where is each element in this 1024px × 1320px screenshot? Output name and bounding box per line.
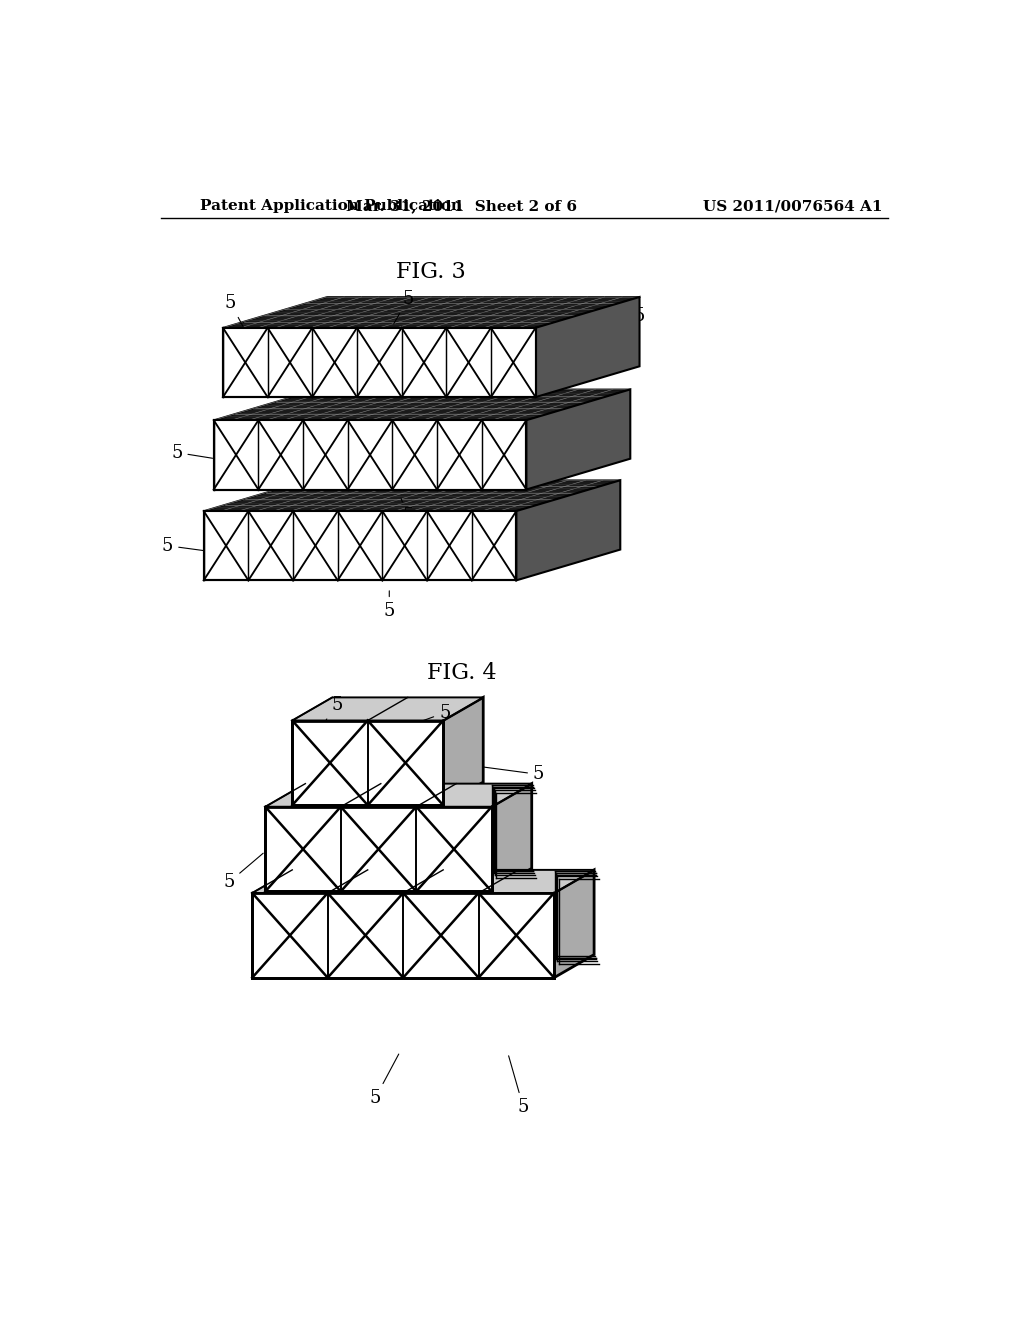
Polygon shape: [516, 480, 621, 581]
Text: 5: 5: [394, 290, 414, 323]
Text: FIG. 3: FIG. 3: [396, 261, 466, 284]
Text: 5: 5: [401, 498, 414, 525]
Polygon shape: [204, 480, 621, 511]
Text: 5: 5: [483, 766, 545, 783]
Text: 5: 5: [327, 696, 343, 719]
Text: 5: 5: [225, 294, 244, 327]
Polygon shape: [214, 420, 526, 490]
Text: Patent Application Publication: Patent Application Publication: [200, 199, 462, 213]
Text: Mar. 31, 2011  Sheet 2 of 6: Mar. 31, 2011 Sheet 2 of 6: [346, 199, 578, 213]
Polygon shape: [292, 697, 483, 721]
Text: 5: 5: [162, 537, 205, 554]
Polygon shape: [223, 327, 536, 397]
Polygon shape: [536, 297, 640, 397]
Text: 5: 5: [384, 591, 395, 620]
Text: FIG. 4: FIG. 4: [427, 661, 497, 684]
Polygon shape: [526, 389, 631, 490]
Polygon shape: [492, 784, 531, 891]
Polygon shape: [214, 389, 631, 420]
Text: 5: 5: [588, 495, 620, 517]
Text: 5: 5: [509, 1056, 529, 1115]
Text: 5: 5: [171, 444, 213, 462]
Polygon shape: [265, 784, 531, 807]
Text: 5: 5: [610, 308, 644, 337]
Polygon shape: [204, 511, 516, 581]
Polygon shape: [554, 870, 594, 978]
Polygon shape: [252, 892, 554, 978]
Polygon shape: [252, 870, 594, 892]
Text: 5: 5: [370, 1055, 398, 1106]
Text: 5: 5: [409, 704, 451, 726]
Polygon shape: [223, 297, 640, 327]
Text: 5: 5: [223, 853, 263, 891]
Text: 5: 5: [595, 408, 629, 430]
Polygon shape: [265, 807, 492, 891]
Polygon shape: [443, 697, 483, 805]
Polygon shape: [292, 721, 443, 805]
Text: US 2011/0076564 A1: US 2011/0076564 A1: [703, 199, 883, 213]
